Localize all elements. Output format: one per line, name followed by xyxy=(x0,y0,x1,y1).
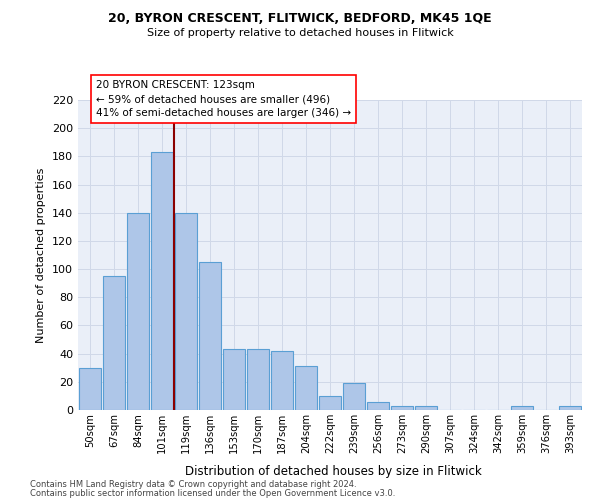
Text: Contains HM Land Registry data © Crown copyright and database right 2024.: Contains HM Land Registry data © Crown c… xyxy=(30,480,356,489)
Bar xyxy=(559,406,581,410)
Bar xyxy=(319,396,341,410)
Bar xyxy=(127,212,149,410)
Y-axis label: Number of detached properties: Number of detached properties xyxy=(37,168,46,342)
Text: 20, BYRON CRESCENT, FLITWICK, BEDFORD, MK45 1QE: 20, BYRON CRESCENT, FLITWICK, BEDFORD, M… xyxy=(108,12,492,26)
Bar xyxy=(103,276,125,410)
Bar xyxy=(151,152,173,410)
Bar xyxy=(367,402,389,410)
Bar xyxy=(295,366,317,410)
Text: Size of property relative to detached houses in Flitwick: Size of property relative to detached ho… xyxy=(146,28,454,38)
Bar xyxy=(223,350,245,410)
Bar xyxy=(511,406,533,410)
Text: Distribution of detached houses by size in Flitwick: Distribution of detached houses by size … xyxy=(185,464,481,477)
Bar xyxy=(391,406,413,410)
Text: 20 BYRON CRESCENT: 123sqm
← 59% of detached houses are smaller (496)
41% of semi: 20 BYRON CRESCENT: 123sqm ← 59% of detac… xyxy=(96,80,351,118)
Bar xyxy=(343,383,365,410)
Bar xyxy=(415,406,437,410)
Bar xyxy=(199,262,221,410)
Bar xyxy=(247,350,269,410)
Bar xyxy=(79,368,101,410)
Text: Contains public sector information licensed under the Open Government Licence v3: Contains public sector information licen… xyxy=(30,488,395,498)
Bar xyxy=(175,212,197,410)
Bar xyxy=(271,351,293,410)
